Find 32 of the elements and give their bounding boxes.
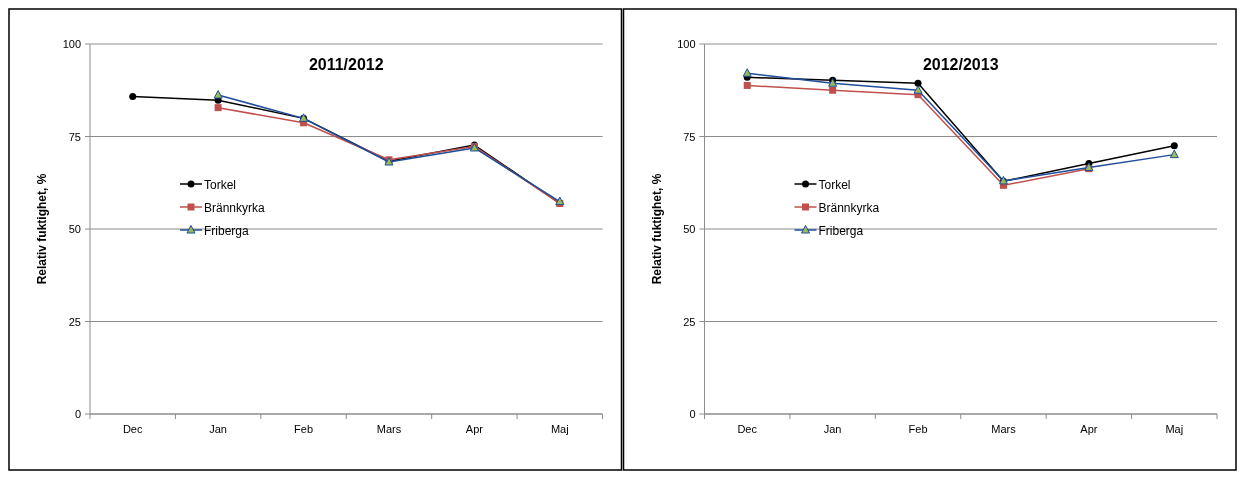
y-tick-label: 0 [74,408,81,420]
legend-label: Torkel [818,177,851,192]
x-tick-label: Dec [122,423,143,435]
legend-label: Friberga [204,223,250,238]
y-axis-title: Relativ fuktighet, % [35,173,49,285]
x-tick-label: Mars [991,423,1017,435]
x-tick-label: Apr [465,423,484,435]
legend-label: Brännkyrka [818,200,880,215]
text: 2011/2012 [308,56,384,73]
legend-label: Friberga [818,223,864,238]
y-tick-label: 0 [689,408,696,420]
x-tick-label: Feb [294,423,314,435]
y-tick-label: 100 [677,38,696,50]
legend-label: Brännkyrka [204,200,266,215]
y-axis-title: Relativ fuktighet, % [649,173,664,285]
y-tick-label: 75 [683,130,696,143]
y-tick-label: 75 [68,130,81,143]
x-tick-label: Jan [823,423,842,435]
y-tick-label: 50 [683,223,696,235]
x-tick-label: Maj [550,423,569,435]
x-tick-label: Maj [1165,423,1184,435]
text: 2012/2013 [922,56,999,73]
y-tick-label: 50 [68,223,81,235]
x-tick-label: Feb [908,423,928,435]
x-tick-label: Mars [376,423,402,435]
y-tick-label: 100 [62,38,81,50]
legend-label: Torkel [204,177,237,192]
x-tick-label: Apr [1080,423,1098,435]
x-tick-label: Jan [209,423,227,435]
x-tick-label: Dec [737,423,758,435]
y-tick-label: 25 [68,315,81,328]
y-tick-label: 25 [683,315,696,328]
